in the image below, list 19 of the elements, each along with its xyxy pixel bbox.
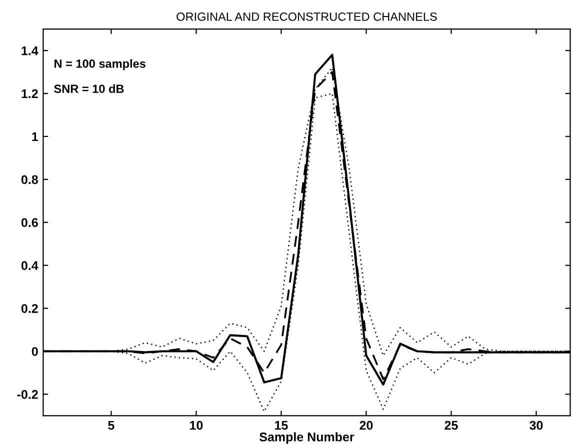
annotation: SNR = 10 dB [54, 84, 124, 93]
x-axis-title: Sample Number [259, 432, 354, 444]
chart-title: ORIGINAL AND RECONSTRUCTED CHANNELS [176, 12, 437, 21]
y-tick-label: 0.4 [21, 261, 38, 270]
x-tick-label: 20 [360, 420, 373, 430]
y-tick-label: 1.4 [22, 46, 38, 56]
x-tick-label: 10 [190, 420, 203, 430]
x-tick-label: 30 [530, 420, 543, 430]
y-tick-label: 1 [32, 132, 38, 141]
y-tick-label: 0.2 [21, 304, 38, 313]
x-tick-label: 5 [108, 421, 114, 430]
y-tick-label: 0 [32, 347, 38, 356]
x-tick-label: 15 [275, 421, 288, 430]
y-tick-label: 0.8 [21, 175, 38, 184]
annotation: N = 100 samples [54, 59, 146, 70]
x-tick-label: 25 [444, 420, 458, 430]
y-tick-label: 1.2 [22, 89, 38, 98]
y-tick-label: -0.2 [17, 390, 38, 399]
y-tick-label: 0.6 [21, 218, 38, 228]
